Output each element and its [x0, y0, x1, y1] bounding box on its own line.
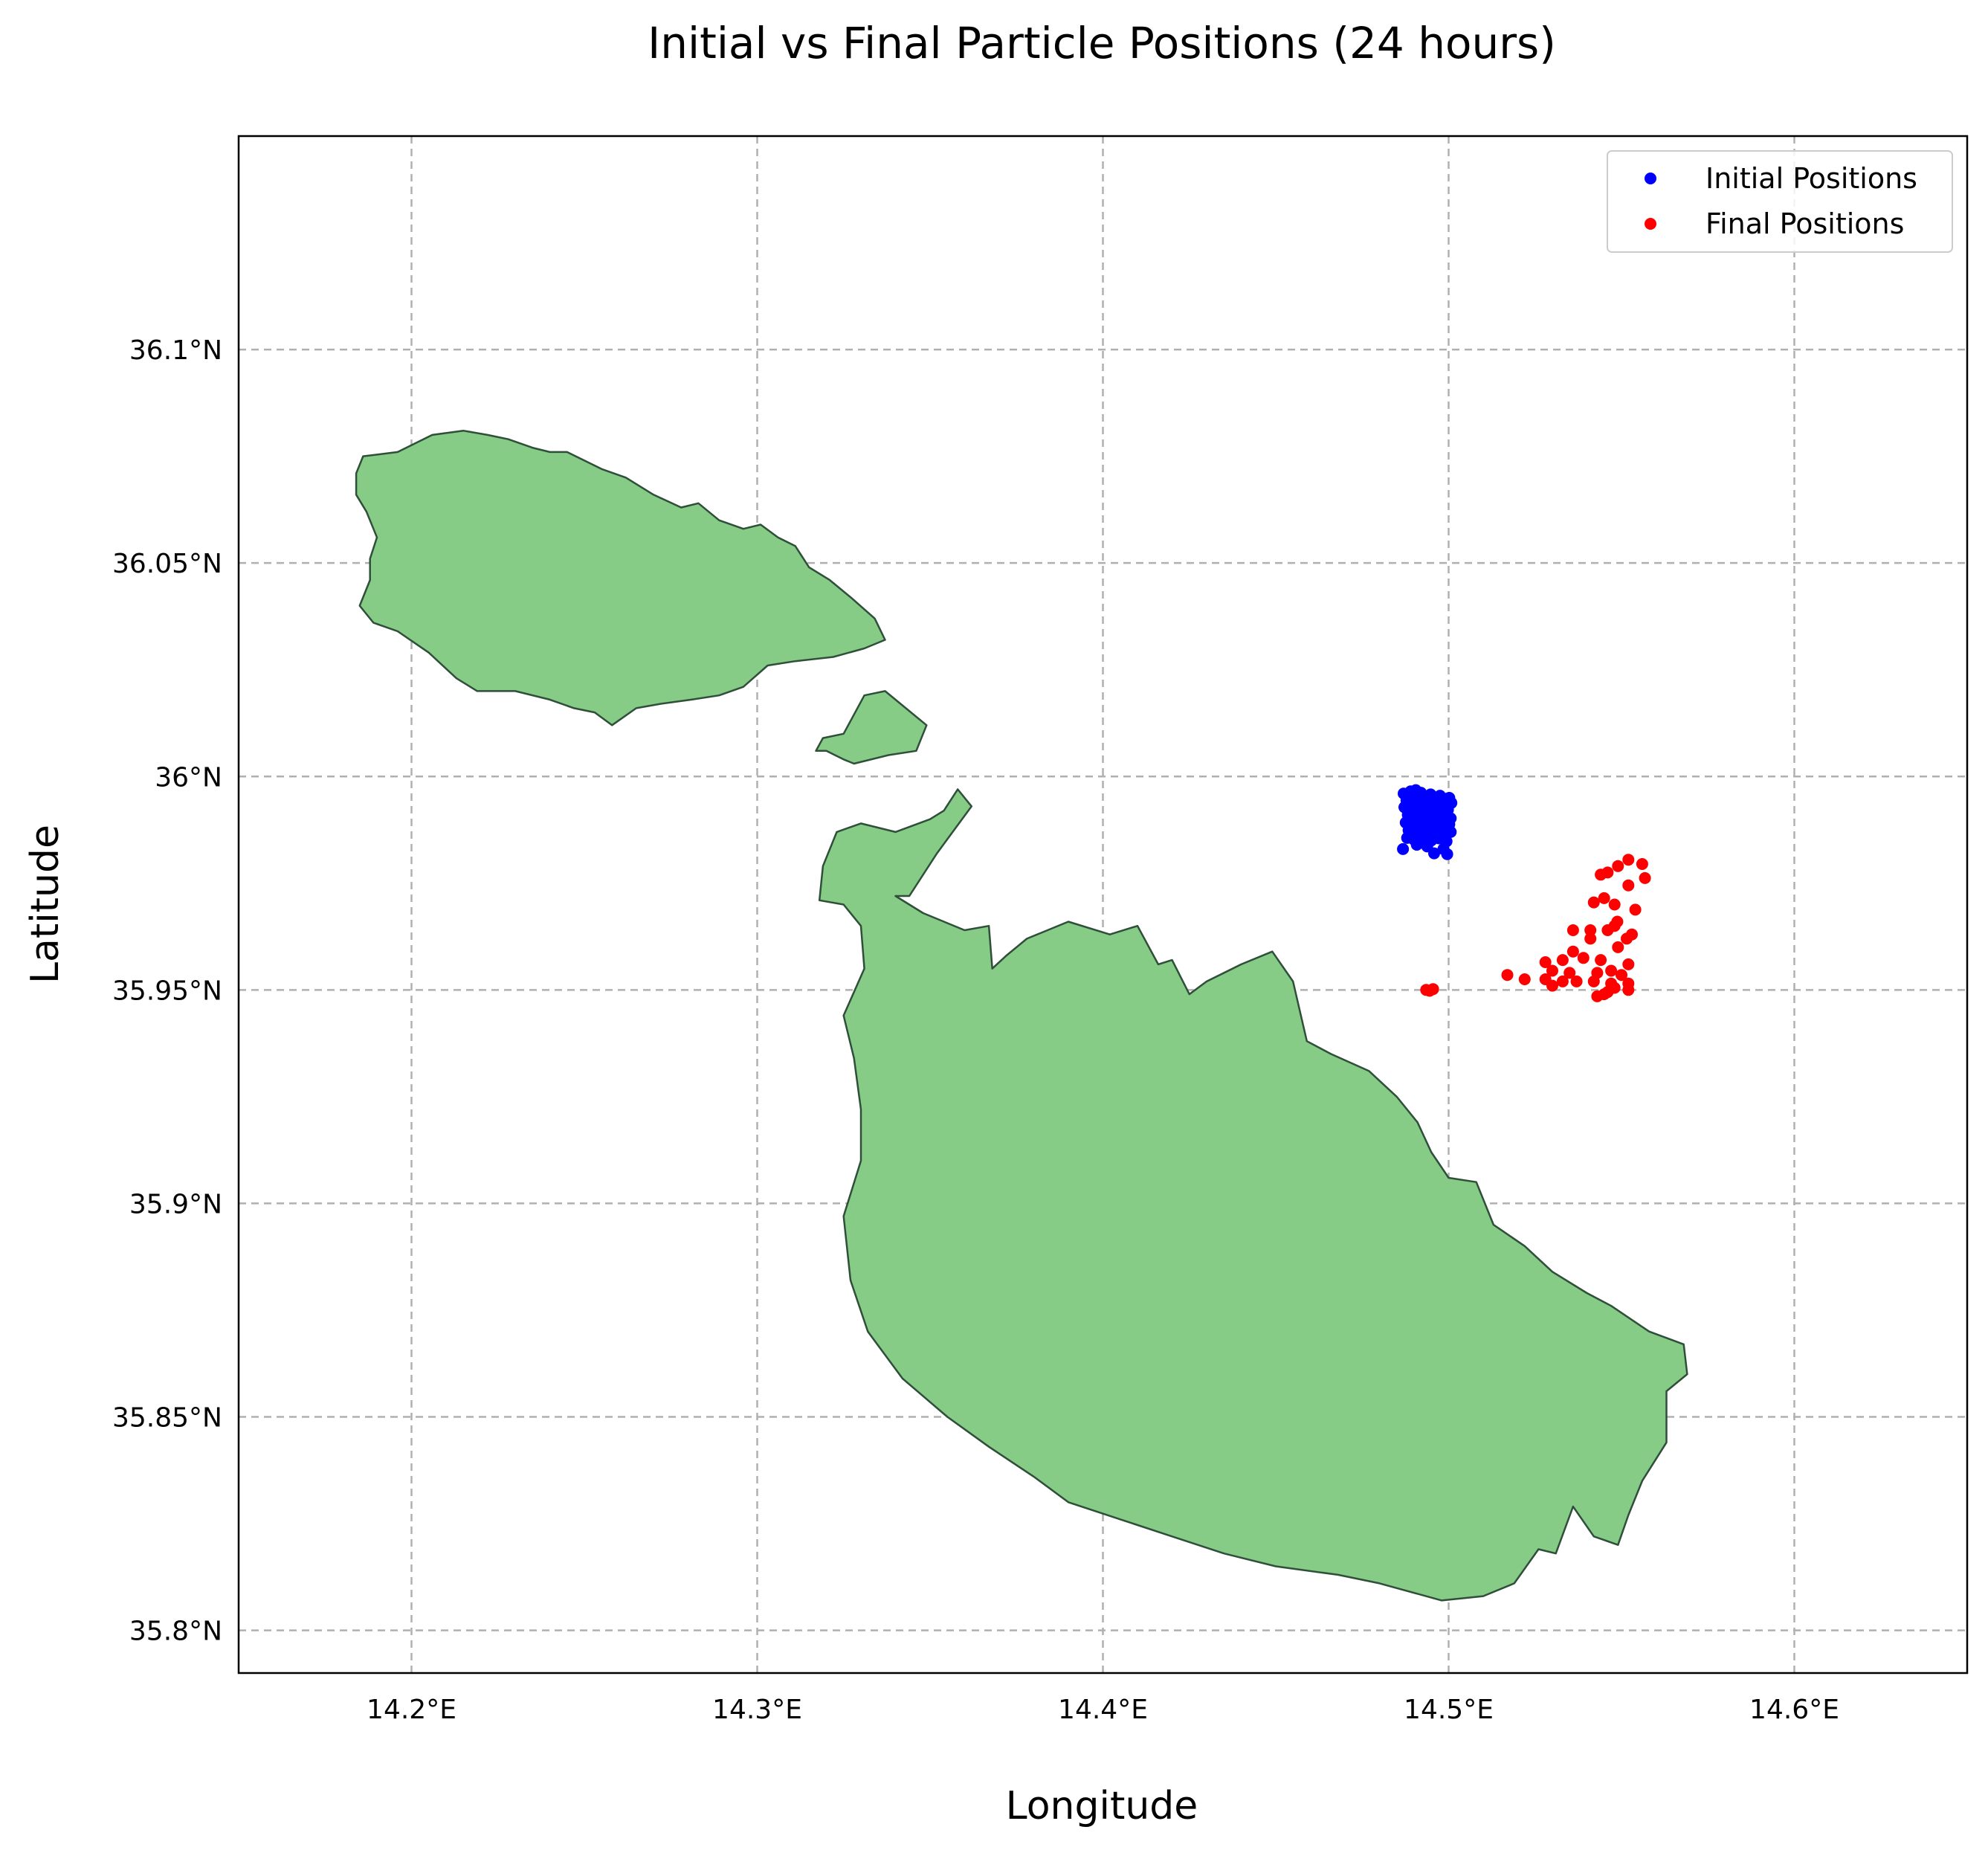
scatter-point	[1445, 825, 1457, 838]
legend: Initial Positions Final Positions	[1607, 150, 1953, 253]
legend-marker-final	[1645, 218, 1656, 230]
scatter-series-layer	[1397, 784, 1651, 1002]
y-tick-label: 35.9°N	[129, 1189, 222, 1219]
y-tick-label: 36°N	[155, 762, 222, 793]
land-layer	[355, 429, 1688, 1602]
scatter-point	[1556, 954, 1569, 967]
y-tick-label: 36.05°N	[112, 549, 222, 579]
legend-marker-initial	[1645, 173, 1656, 184]
scatter-point	[1566, 945, 1579, 958]
scatter-point	[1410, 839, 1423, 851]
scatter-point	[1601, 924, 1614, 936]
series-initial	[1397, 784, 1458, 860]
scatter-point	[1539, 956, 1552, 968]
scatter-point	[1629, 903, 1642, 916]
scatter-point	[1587, 975, 1600, 987]
island-gozo	[355, 429, 886, 726]
legend-label-initial: Initial Positions	[1705, 162, 1917, 195]
legend-label-final: Final Positions	[1705, 207, 1904, 240]
scatter-point	[1423, 984, 1436, 997]
scatter-point	[1428, 847, 1440, 860]
scatter-point	[1608, 898, 1621, 911]
scatter-point	[1639, 871, 1651, 884]
y-tick-label: 36.1°N	[129, 335, 222, 366]
scatter-point	[1621, 932, 1633, 945]
scatter-point	[1563, 967, 1576, 979]
scatter-point	[1584, 932, 1597, 945]
scatter-point	[1577, 952, 1590, 964]
island-malta	[818, 788, 1688, 1602]
scatter-point	[1546, 964, 1558, 977]
x-axis-ticks: 14.2°E 14.3°E 14.4°E 14.5°E 14.6°E	[367, 1695, 1839, 1725]
scatter-point	[1556, 975, 1569, 987]
scatter-point	[1587, 896, 1600, 909]
scatter-point	[1595, 954, 1607, 967]
plot-frame	[237, 135, 1969, 1675]
scatter-point	[1601, 986, 1614, 999]
scatter-point	[1598, 892, 1610, 904]
scatter-point	[1501, 969, 1514, 982]
scatter-point	[1612, 860, 1624, 872]
y-tick-label: 35.95°N	[112, 976, 222, 1006]
scatter-point	[1622, 879, 1635, 892]
y-tick-label: 35.8°N	[129, 1617, 222, 1647]
scatter-point	[1616, 969, 1627, 982]
x-tick-label: 14.3°E	[712, 1695, 802, 1725]
x-tick-label: 14.4°E	[1058, 1695, 1148, 1725]
scatter-point	[1584, 924, 1597, 936]
scatter-point	[1546, 979, 1558, 992]
scatter-point	[1612, 941, 1624, 953]
x-tick-label: 14.6°E	[1749, 1695, 1839, 1725]
legend-box	[1607, 150, 1953, 253]
scatter-point	[1622, 854, 1635, 866]
island-comino	[815, 690, 928, 765]
scatter-point	[1570, 975, 1583, 987]
scatter-point	[1397, 842, 1410, 855]
scatter-point	[1518, 973, 1531, 985]
map-plot-area[interactable]	[237, 135, 1969, 1675]
y-axis-title: Latitude	[23, 825, 68, 984]
x-tick-label: 14.5°E	[1404, 1695, 1494, 1725]
scatter-point	[1622, 977, 1635, 990]
y-axis-ticks: 35.8°N 35.85°N 35.9°N 35.95°N 36°N 36.05°N 36.…	[112, 335, 222, 1646]
scatter-point	[1441, 848, 1453, 860]
scatter-point	[1591, 990, 1604, 1002]
scatter-point	[1622, 958, 1635, 970]
y-tick-label: 35.85°N	[112, 1403, 222, 1434]
x-tick-label: 14.2°E	[367, 1695, 456, 1725]
x-axis-title: Longitude	[1006, 1784, 1198, 1828]
scatter-point	[1595, 868, 1607, 881]
chart-title: Initial vs Final Particle Positions (24 …	[648, 18, 1556, 68]
scatter-point	[1636, 858, 1648, 870]
scatter-point	[1566, 924, 1579, 936]
scatter-point	[1605, 964, 1618, 977]
series-final	[1420, 854, 1651, 1002]
